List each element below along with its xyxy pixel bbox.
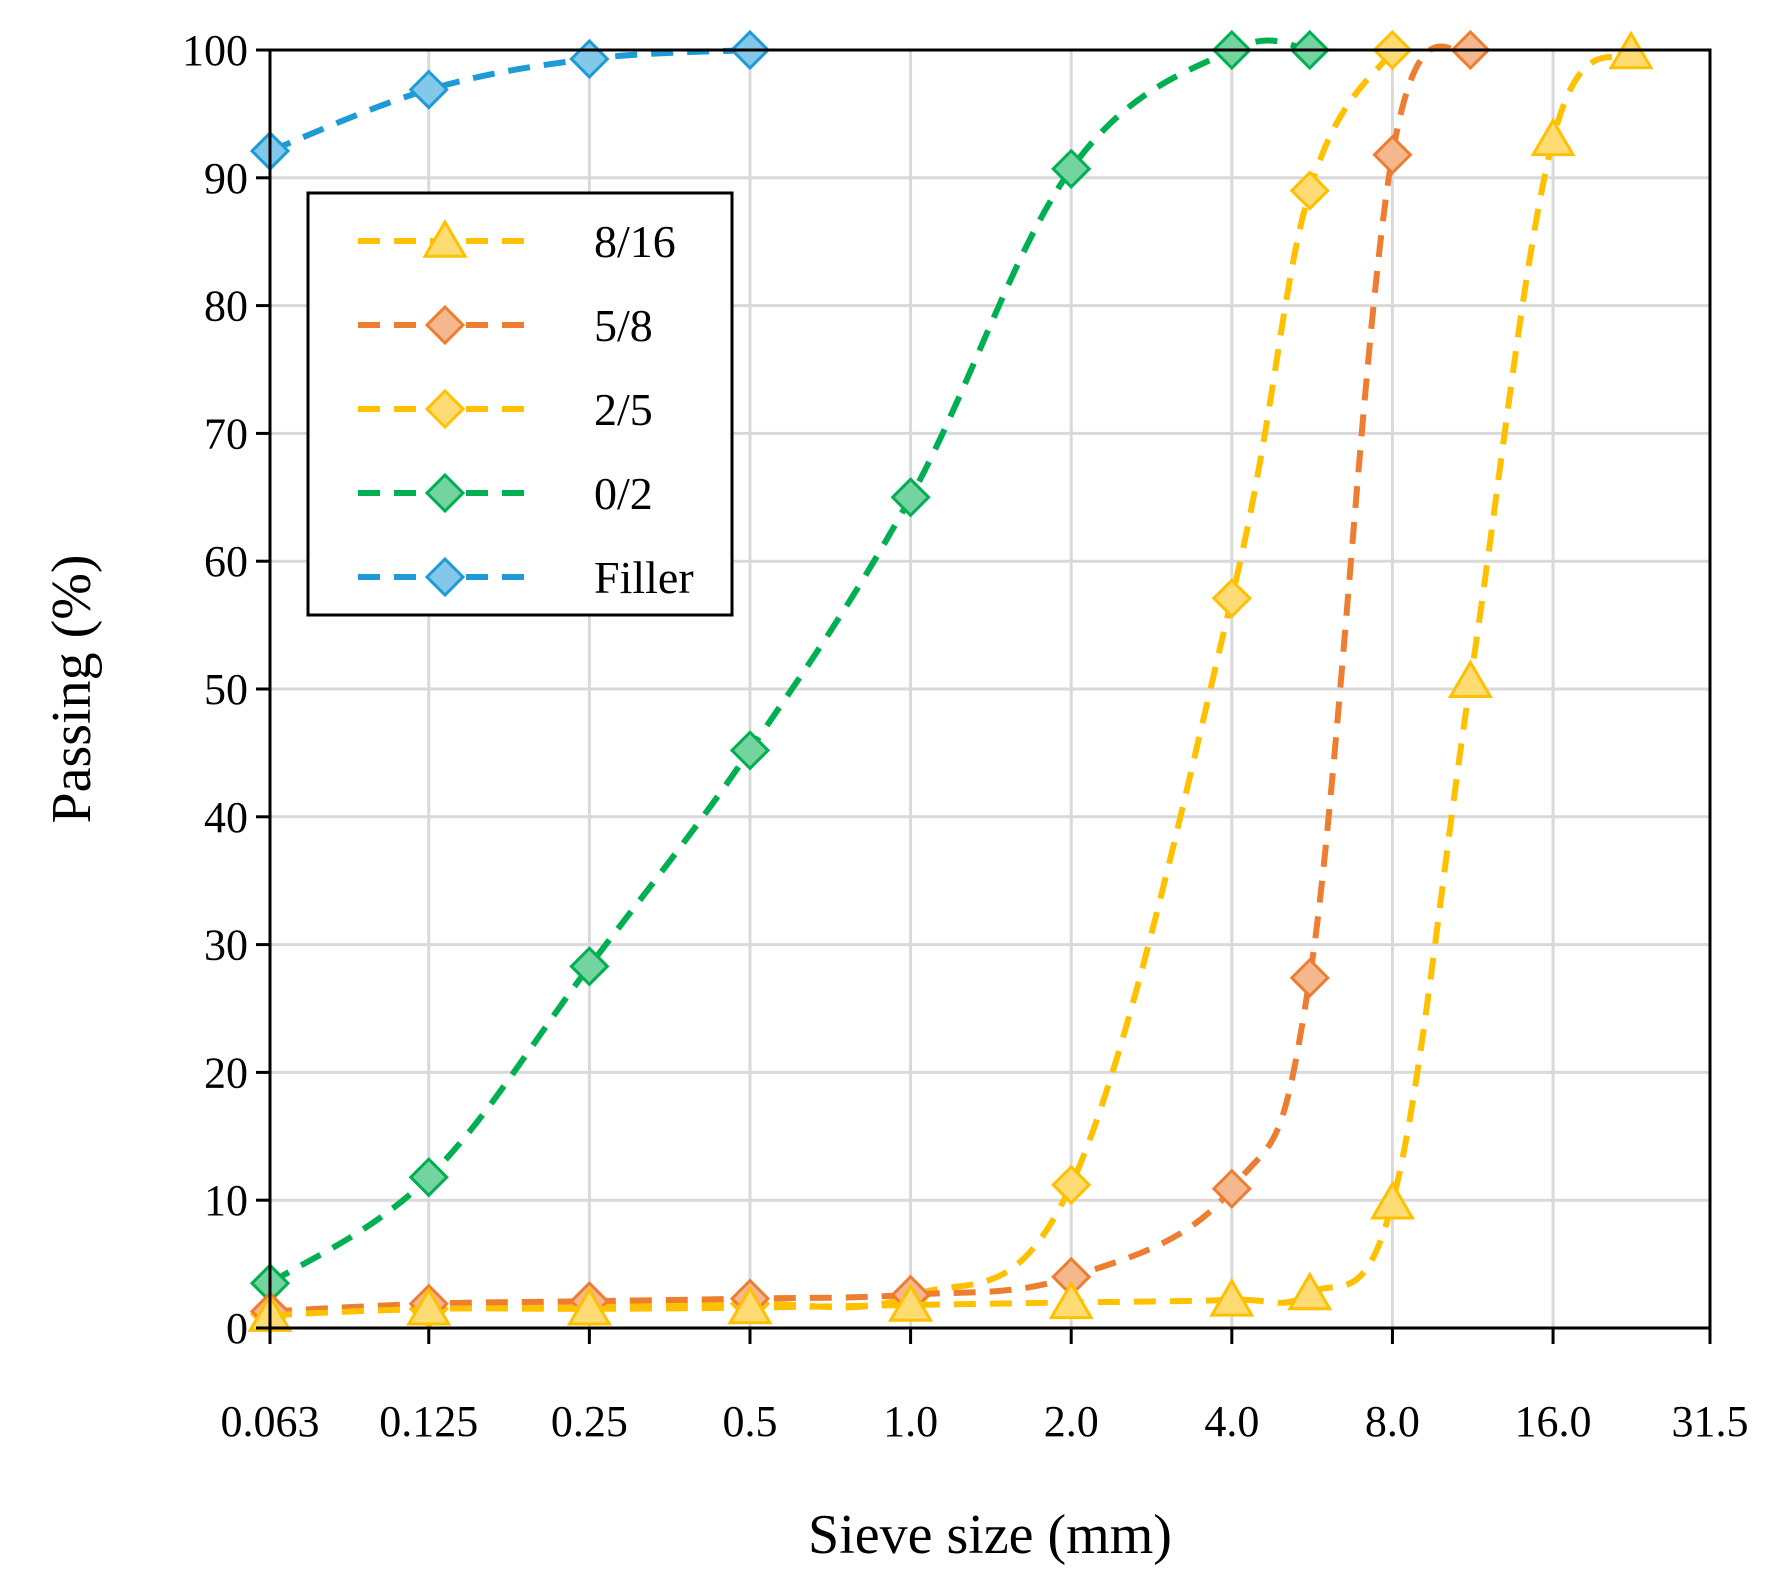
data-point-filler xyxy=(569,38,610,80)
y-tick-label: 20 xyxy=(204,1048,248,1097)
data-point-8-16 xyxy=(1530,117,1576,157)
series-line-filler xyxy=(268,47,751,154)
data-point-8-16 xyxy=(1209,1277,1255,1317)
legend-item-5-8: 5/8 xyxy=(358,300,653,351)
x-tick-label: 0.5 xyxy=(722,1397,777,1446)
data-point-8-16 xyxy=(1048,1280,1094,1320)
y-tick-label: 80 xyxy=(204,282,248,331)
data-point-0-2 xyxy=(1051,148,1092,189)
legend-marker-filler xyxy=(424,556,466,598)
y-tick-label: 100 xyxy=(182,26,248,75)
data-point-2-5 xyxy=(1211,578,1252,619)
data-point-8-16 xyxy=(888,1283,934,1322)
series-line-8-16 xyxy=(269,50,1634,1319)
x-tick-label: 1.0 xyxy=(883,1397,938,1446)
x-tick-label: 0.25 xyxy=(551,1397,628,1446)
data-point-2-5 xyxy=(1289,170,1330,211)
data-point-8-16 xyxy=(566,1286,612,1326)
y-tick-label: 50 xyxy=(204,665,248,714)
legend: 8/16 5/8 2/5 0/2 Filler xyxy=(306,191,734,617)
series-line-0-2 xyxy=(268,37,1311,1286)
x-tick-label: 31.5 xyxy=(1672,1397,1749,1446)
legend-box xyxy=(306,191,734,617)
legend-marker-5-8 xyxy=(424,304,466,346)
data-point-0-2 xyxy=(569,946,610,987)
data-point-0-2 xyxy=(408,1157,449,1198)
legend-label-5-8: 5/8 xyxy=(594,300,653,351)
data-point-8-16 xyxy=(1447,659,1493,699)
data-point-5-8 xyxy=(1289,957,1330,998)
x-tick-label: 16.0 xyxy=(1515,1397,1592,1446)
x-axis-title: Sieve size (mm) xyxy=(808,1504,1172,1566)
data-point-8-16 xyxy=(1369,1180,1415,1220)
x-tick-label: 0.125 xyxy=(379,1397,478,1446)
data-point-8-16 xyxy=(727,1285,773,1325)
data-point-5-8 xyxy=(1372,134,1413,175)
x-tick-label: 4.0 xyxy=(1204,1397,1259,1446)
data-point-2-5 xyxy=(1051,1164,1092,1205)
x-tick-label: 2.0 xyxy=(1044,1397,1099,1446)
legend-label-2-5: 2/5 xyxy=(594,384,653,435)
x-tick-label: 8.0 xyxy=(1365,1397,1420,1446)
legend-item-filler: Filler xyxy=(358,552,694,603)
label-layer: 0 10 20 30 40 50 60 70 80 90 100 0.063 0.125 0.25 0.5 1… xyxy=(182,26,1749,1446)
y-tick-label: 30 xyxy=(204,921,248,970)
data-point-0-2 xyxy=(729,730,771,771)
y-tick-label: 90 xyxy=(204,154,248,203)
series-filler xyxy=(249,29,771,172)
legend-item-0-2: 0/2 xyxy=(358,468,653,519)
legend-label-0-2: 0/2 xyxy=(594,468,653,519)
y-tick-label: 60 xyxy=(204,537,248,586)
legend-item-8-16: 8/16 xyxy=(358,216,676,267)
data-point-filler xyxy=(408,69,449,110)
y-tick-label: 70 xyxy=(204,409,248,458)
y-tick-label: 40 xyxy=(204,793,248,842)
legend-marker-2-5 xyxy=(424,388,466,430)
y-axis-title: Passing (%) xyxy=(41,554,103,823)
legend-marker-0-2 xyxy=(424,472,466,514)
data-point-8-16 xyxy=(1287,1271,1333,1311)
data-point-5-8 xyxy=(1211,1168,1252,1209)
data-point-0-2 xyxy=(890,477,931,518)
y-tick-label: 0 xyxy=(226,1304,248,1353)
data-point-8-16 xyxy=(406,1286,452,1326)
legend-label-filler: Filler xyxy=(594,552,694,603)
legend-marker-8-16 xyxy=(422,219,468,258)
tick-layer xyxy=(256,48,1712,1344)
series-layer xyxy=(247,29,1654,1335)
y-tick-label: 10 xyxy=(204,1176,248,1225)
series-line-5-8 xyxy=(269,43,1473,1315)
legend-item-2-5: 2/5 xyxy=(358,384,653,435)
x-tick-label: 0.063 xyxy=(221,1397,320,1446)
legend-label-8-16: 8/16 xyxy=(594,216,676,267)
